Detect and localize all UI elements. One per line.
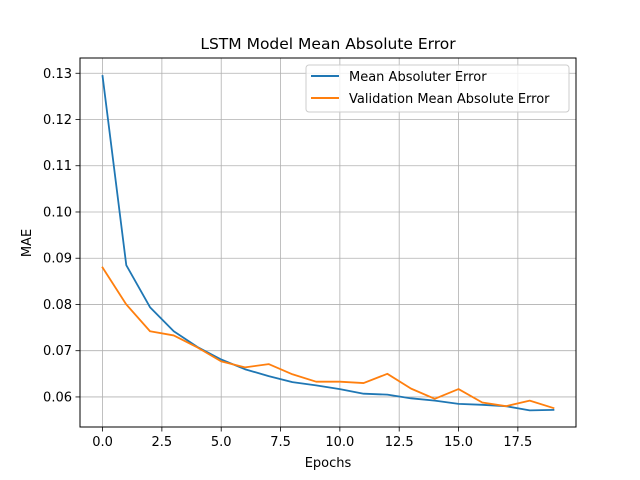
y-tick-label: 0.09 [43, 252, 72, 267]
y-tick-label: 0.10 [43, 205, 72, 220]
x-tick-label: 5.0 [211, 435, 232, 450]
x-tick-label: 12.5 [385, 435, 414, 450]
series-line-validation-mae [101, 266, 555, 410]
y-tick-label: 0.13 [43, 67, 72, 82]
x-axis-title: Epochs [305, 456, 352, 471]
axis-ticks: 0.0 2.5 5.0 7.5 10.0 12.5 15.0 17.5 0.06 0.07 0.08… [43, 67, 532, 450]
series-line-train-mae [101, 75, 555, 412]
grid-lines [80, 58, 576, 427]
y-tick-label: 0.06 [43, 390, 72, 405]
chart-title: LSTM Model Mean Absolute Error [200, 35, 456, 53]
x-tick-label: 10.0 [325, 435, 354, 450]
y-tick-label: 0.08 [43, 298, 72, 313]
plot-frame [79, 57, 577, 428]
y-tick-label: 0.12 [43, 113, 72, 128]
x-tick-label: 2.5 [152, 435, 173, 450]
y-axis-title: MAE [20, 229, 35, 257]
legend: Mean Absoluter Error Validation Mean Abs… [305, 64, 570, 113]
x-tick-label: 7.5 [270, 435, 291, 450]
legend-label-train: Mean Absoluter Error [349, 70, 487, 85]
x-tick-label: 15.0 [444, 435, 473, 450]
series-lines [101, 75, 555, 412]
x-tick-label: 17.5 [503, 435, 532, 450]
legend-label-validation: Validation Mean Absolute Error [349, 92, 550, 107]
x-tick-label: 0.0 [92, 435, 113, 450]
y-tick-label: 0.11 [43, 159, 72, 174]
y-tick-label: 0.07 [43, 344, 72, 359]
legend-box [305, 64, 570, 113]
